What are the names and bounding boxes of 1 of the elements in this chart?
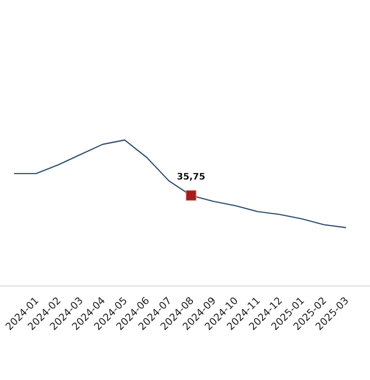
- annotation: 35,75: [176, 172, 206, 182]
